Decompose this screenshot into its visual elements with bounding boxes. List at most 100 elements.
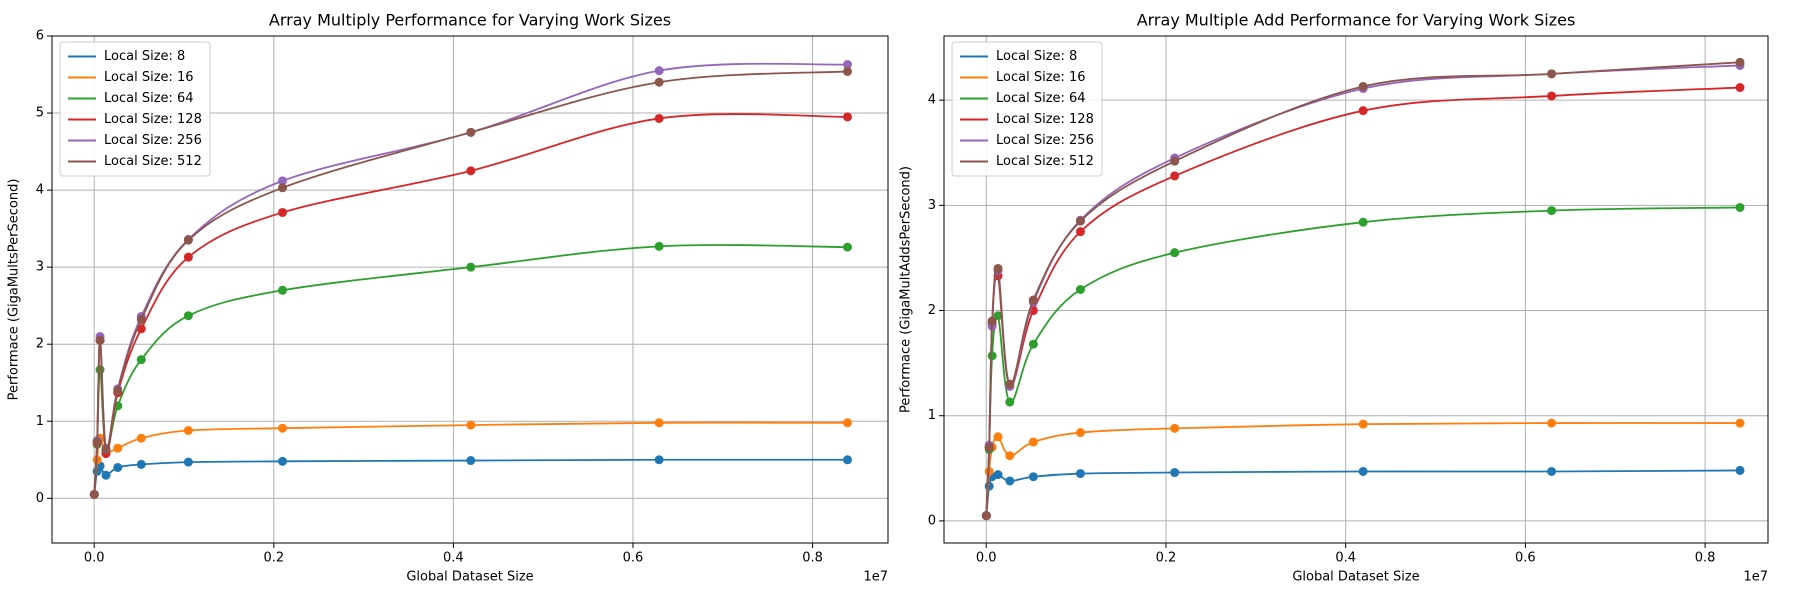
- x-offset-label: 1e7: [1743, 570, 1768, 585]
- x-tick-label: 0.2: [263, 551, 284, 566]
- data-point: [654, 113, 664, 123]
- data-point: [842, 112, 852, 122]
- data-point: [136, 459, 146, 469]
- data-point: [993, 432, 1003, 442]
- x-axis-label: Global Dataset Size: [1292, 570, 1419, 585]
- data-point: [92, 437, 102, 447]
- data-point: [1358, 419, 1368, 429]
- legend-label: Local Size: 512: [104, 154, 202, 169]
- data-point: [466, 166, 476, 176]
- chart: Array Multiple Add Performance for Varyi…: [899, 11, 1769, 585]
- data-point: [278, 456, 288, 466]
- legend-label: Local Size: 64: [996, 91, 1086, 106]
- series-line: [985, 469, 1741, 516]
- data-point: [1170, 468, 1180, 478]
- y-axis-label: Performace (GigaMultsPerSecond): [7, 179, 22, 401]
- data-point: [1547, 418, 1557, 428]
- legend-label: Local Size: 128: [996, 112, 1094, 127]
- data-point: [95, 365, 105, 375]
- data-point: [1005, 476, 1015, 486]
- data-point: [1028, 437, 1038, 447]
- data-point: [654, 455, 664, 465]
- y-tick-label: 4: [36, 183, 44, 198]
- data-point: [1170, 171, 1180, 181]
- data-point: [1028, 295, 1038, 305]
- data-point: [1735, 57, 1745, 67]
- data-point: [278, 183, 288, 193]
- data-point: [1735, 202, 1745, 212]
- data-point: [1005, 397, 1015, 407]
- data-point: [1075, 216, 1085, 226]
- y-tick-label: 6: [36, 29, 44, 44]
- data-point: [1028, 472, 1038, 482]
- data-point: [466, 456, 476, 466]
- data-point: [842, 455, 852, 465]
- y-tick-label: 0: [36, 491, 44, 506]
- data-point: [654, 418, 664, 428]
- legend-box: [951, 41, 1103, 177]
- data-point: [466, 420, 476, 430]
- data-point: [1358, 217, 1368, 227]
- data-point: [1170, 248, 1180, 258]
- data-point: [1547, 466, 1557, 476]
- x-tick-label: 0.0: [976, 551, 997, 566]
- chart-title: Array Multiply Performance for Varying W…: [269, 11, 671, 30]
- data-point: [987, 351, 997, 361]
- data-point: [101, 445, 111, 455]
- y-tick-label: 5: [36, 106, 44, 121]
- data-point: [183, 311, 193, 321]
- data-point: [1547, 91, 1557, 101]
- data-point: [842, 60, 852, 70]
- data-point: [1028, 339, 1038, 349]
- x-tick-label: 0.6: [1515, 551, 1536, 566]
- plot-area: [981, 57, 1745, 521]
- data-point: [1358, 106, 1368, 116]
- data-point: [1735, 83, 1745, 93]
- legend-box: [59, 41, 211, 177]
- data-point: [136, 433, 146, 443]
- data-point: [136, 315, 146, 325]
- data-point: [183, 457, 193, 467]
- y-tick-label: 3: [36, 260, 44, 275]
- legend: Local Size: 8 Local Size: 16 Local Size: 6…: [951, 41, 1103, 177]
- y-tick-label: 3: [928, 198, 936, 213]
- data-point: [1170, 423, 1180, 433]
- data-point: [654, 241, 664, 251]
- x-tick-label: 0.4: [443, 551, 464, 566]
- data-point: [1075, 285, 1085, 294]
- legend-label: Local Size: 256: [104, 133, 202, 148]
- data-point: [1735, 465, 1745, 475]
- y-tick-label: 0: [928, 513, 936, 528]
- data-point: [842, 418, 852, 428]
- data-point: [842, 66, 852, 76]
- data-point: [1358, 466, 1368, 476]
- data-point: [984, 442, 994, 452]
- data-point: [981, 511, 991, 521]
- data-point: [1170, 156, 1180, 166]
- data-point: [183, 235, 193, 245]
- y-tick-label: 1: [928, 408, 936, 423]
- data-point: [183, 252, 193, 262]
- x-tick-label: 0.8: [1695, 551, 1716, 566]
- chart-title: Array Multiple Add Performance for Varyi…: [1137, 11, 1576, 30]
- data-point: [842, 242, 852, 252]
- data-point: [993, 263, 1003, 273]
- legend-label: Local Size: 16: [104, 70, 194, 85]
- data-point: [1075, 428, 1085, 438]
- series-line: [985, 61, 1741, 516]
- y-axis-label: Performace (GigaMultAddsPerSecond): [899, 166, 914, 413]
- legend-label: Local Size: 8: [104, 49, 185, 64]
- axes-frame: [51, 35, 889, 544]
- data-point: [1075, 227, 1085, 237]
- data-point: [278, 207, 288, 217]
- data-point: [113, 385, 123, 395]
- data-point: [1358, 81, 1368, 91]
- y-tick-label: 2: [928, 303, 936, 318]
- data-point: [1005, 451, 1015, 461]
- data-point: [113, 462, 123, 472]
- chart: Array Multiply Performance for Varying W…: [7, 11, 889, 585]
- data-point: [95, 335, 105, 345]
- data-point: [1735, 418, 1745, 428]
